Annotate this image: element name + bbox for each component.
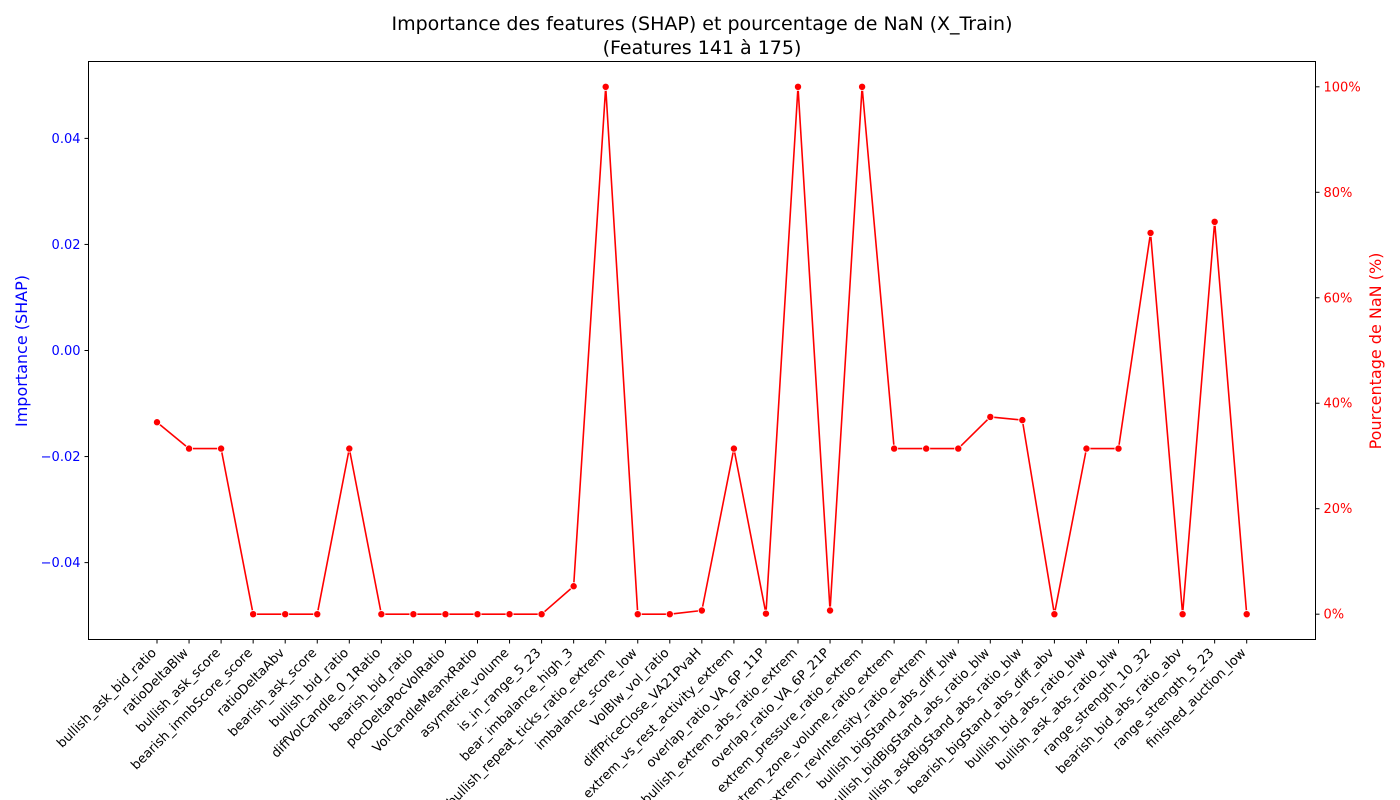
left-tick-label: 0.02 <box>52 238 81 253</box>
right-tick-label: 0% <box>1324 608 1345 623</box>
data-point <box>665 610 674 619</box>
data-point <box>1050 610 1059 619</box>
data-point <box>1114 444 1123 453</box>
data-point <box>986 412 995 421</box>
data-point <box>537 610 546 619</box>
right-y-axis: 0% 20% 40% 60% 80% 100% <box>1315 80 1361 623</box>
left-axis-label: Importance (SHAP) <box>12 275 31 427</box>
right-tick-label: 80% <box>1324 186 1353 201</box>
left-tick-label: 0.00 <box>52 344 81 359</box>
data-point <box>152 418 161 427</box>
right-tick-label: 20% <box>1324 502 1353 517</box>
data-point <box>922 444 931 453</box>
data-point <box>249 610 258 619</box>
data-point <box>633 610 642 619</box>
plot-frame <box>88 61 1316 640</box>
data-point <box>185 444 194 453</box>
data-point <box>890 444 899 453</box>
left-tick-label: −0.04 <box>41 556 81 571</box>
data-point <box>1210 217 1219 226</box>
right-tick-label: 60% <box>1324 291 1353 306</box>
data-point <box>826 606 835 615</box>
left-tick-label: −0.02 <box>41 450 81 465</box>
data-point <box>281 610 290 619</box>
data-point <box>409 610 418 619</box>
series-layer <box>152 82 1251 619</box>
data-point <box>377 610 386 619</box>
x-axis: bullish_ask_bid_ratioratioDeltaBlwbullis… <box>54 639 1250 800</box>
data-point <box>697 606 706 615</box>
data-point <box>473 610 482 619</box>
data-point <box>1178 610 1187 619</box>
data-point <box>1242 610 1251 619</box>
data-point <box>954 444 963 453</box>
left-y-axis: −0.04 −0.02 0.00 0.02 0.04 <box>41 132 89 571</box>
data-point <box>761 609 770 618</box>
chart-title: Importance des features (SHAP) et pource… <box>392 13 1013 35</box>
right-tick-label: 100% <box>1324 80 1361 95</box>
series-line <box>156 86 1248 615</box>
data-point <box>1018 416 1027 425</box>
data-point <box>313 610 322 619</box>
data-point <box>505 610 514 619</box>
data-point <box>794 82 803 91</box>
left-tick-label: 0.04 <box>52 132 81 147</box>
data-point <box>729 444 738 453</box>
data-point <box>345 444 354 453</box>
right-axis-label: Pourcentage de NaN (%) <box>1366 253 1385 450</box>
data-point <box>1082 444 1091 453</box>
data-point <box>441 610 450 619</box>
data-point <box>217 444 226 453</box>
data-point <box>601 82 610 91</box>
data-point <box>858 82 867 91</box>
right-tick-label: 40% <box>1324 397 1353 412</box>
data-point <box>1146 228 1155 237</box>
data-point <box>569 582 578 591</box>
chart-subtitle: (Features 141 à 175) <box>603 37 802 59</box>
